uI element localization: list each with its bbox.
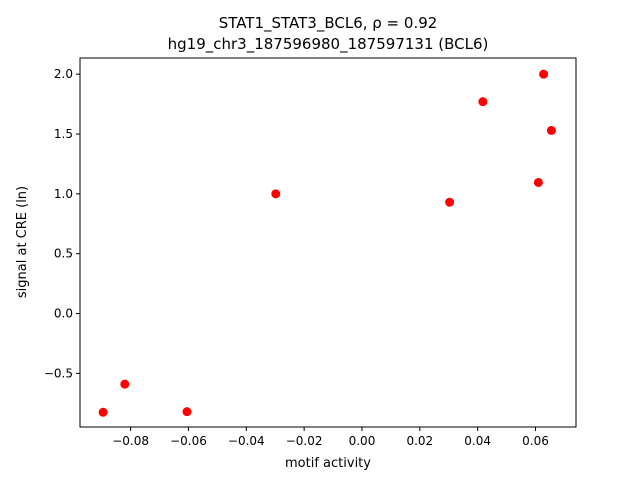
- data-point: [539, 69, 549, 79]
- x-tick-label: 0.02: [406, 434, 433, 448]
- plot-area: [79, 57, 577, 428]
- chart-title-line2: hg19_chr3_187596980_187597131 (BCL6): [168, 35, 489, 54]
- y-tick-label: 1.5: [54, 127, 73, 141]
- chart-title-line1: STAT1_STAT3_BCL6, ρ = 0.92: [219, 14, 438, 33]
- x-tick-label: −0.04: [228, 434, 265, 448]
- x-tick-label: −0.06: [170, 434, 207, 448]
- x-axis-label: motif activity: [285, 456, 371, 471]
- data-point: [120, 379, 130, 389]
- data-point: [478, 97, 488, 107]
- x-tick-label: −0.08: [112, 434, 149, 448]
- x-tick-label: 0.00: [349, 434, 376, 448]
- y-tick-label: −0.5: [44, 366, 73, 380]
- data-points: [98, 69, 556, 417]
- y-axis-ticks: −0.5 0.0 0.5 1.0 1.5 2.0: [44, 67, 80, 380]
- data-point: [533, 177, 543, 187]
- data-point: [271, 189, 281, 199]
- x-tick-label: −0.02: [286, 434, 323, 448]
- y-tick-label: 2.0: [54, 67, 73, 81]
- data-point: [98, 407, 108, 417]
- data-point: [445, 197, 455, 207]
- x-tick-label: 0.06: [522, 434, 549, 448]
- data-point: [546, 125, 556, 135]
- y-tick-label: 0.0: [54, 307, 73, 321]
- y-tick-label: 0.5: [54, 247, 73, 261]
- x-tick-label: 0.04: [464, 434, 491, 448]
- data-point: [182, 407, 192, 417]
- y-axis-label: signal at CRE (ln): [15, 186, 30, 298]
- x-axis-ticks: −0.08 −0.06 −0.04 −0.02 0.00 0.02 0.04 0.06: [112, 427, 549, 448]
- y-tick-label: 1.0: [54, 187, 73, 201]
